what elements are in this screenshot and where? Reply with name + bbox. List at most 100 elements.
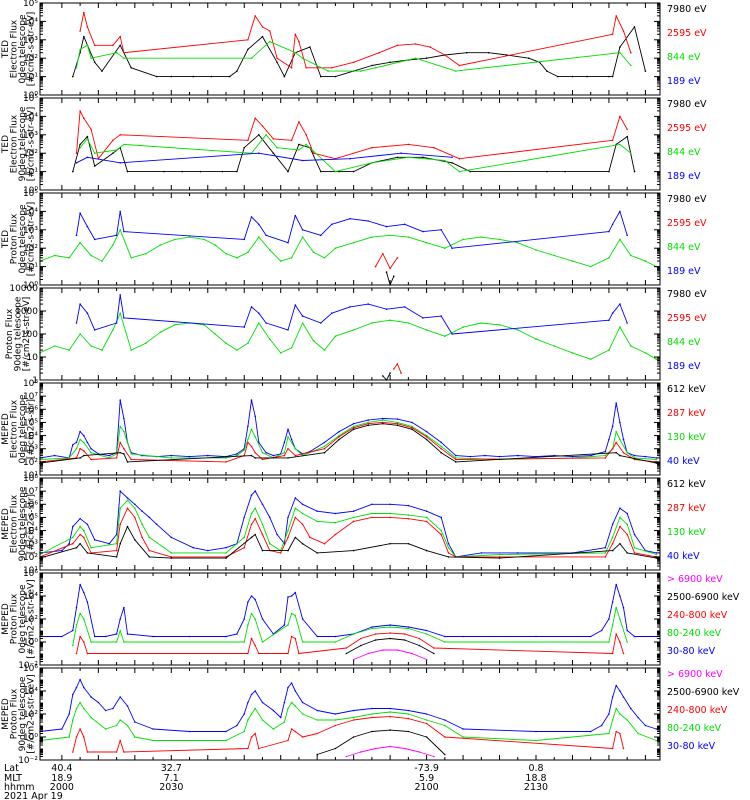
data-point bbox=[425, 520, 428, 523]
data-point bbox=[626, 322, 628, 324]
data-point bbox=[389, 729, 391, 731]
data-point bbox=[79, 447, 81, 450]
data-point bbox=[407, 156, 410, 159]
data-point bbox=[571, 455, 574, 458]
data-point bbox=[553, 345, 555, 347]
data-point bbox=[148, 516, 151, 519]
data-point bbox=[108, 454, 111, 457]
data-point bbox=[411, 428, 413, 431]
y-tick-label: 10² bbox=[23, 244, 38, 254]
data-point bbox=[261, 503, 264, 506]
data-point bbox=[604, 556, 607, 558]
data-point bbox=[535, 730, 537, 733]
data-point bbox=[290, 595, 293, 597]
data-point bbox=[615, 430, 617, 433]
data-point bbox=[79, 438, 81, 441]
data-point bbox=[655, 635, 658, 638]
data-point bbox=[608, 713, 610, 715]
data-point bbox=[254, 598, 256, 601]
data-point bbox=[294, 51, 297, 54]
data-point bbox=[225, 457, 227, 459]
data-point bbox=[301, 523, 304, 526]
data-point bbox=[316, 635, 319, 638]
data-point bbox=[112, 139, 114, 142]
data-point bbox=[498, 455, 501, 458]
y-axis-label-line: [#/cm2-s-str-eV] bbox=[22, 297, 32, 372]
data-point bbox=[250, 428, 253, 431]
data-point bbox=[371, 322, 373, 324]
data-point bbox=[622, 451, 625, 454]
data-point bbox=[287, 739, 289, 742]
data-point bbox=[465, 51, 468, 54]
data-point bbox=[290, 139, 293, 142]
data-point bbox=[294, 705, 297, 707]
data-point bbox=[546, 70, 548, 72]
data-point bbox=[272, 728, 275, 730]
y-tick-label: 1000 bbox=[15, 307, 38, 317]
data-point bbox=[90, 57, 92, 59]
data-point bbox=[389, 711, 391, 713]
data-point bbox=[615, 707, 617, 710]
y-tick-label: 10¹ bbox=[23, 471, 38, 481]
data-point bbox=[411, 652, 413, 655]
data-point bbox=[83, 35, 85, 38]
data-point bbox=[487, 51, 490, 54]
data-point bbox=[444, 719, 446, 721]
data-point bbox=[389, 319, 391, 322]
data-point bbox=[123, 230, 125, 233]
data-point bbox=[338, 436, 340, 438]
data-point bbox=[622, 747, 625, 750]
data-point bbox=[192, 546, 194, 549]
series-line bbox=[375, 253, 398, 269]
data-point bbox=[276, 146, 278, 149]
data-point bbox=[75, 736, 78, 738]
data-point bbox=[389, 61, 391, 64]
data-point bbox=[440, 229, 443, 231]
y-tick-label: 10⁶ bbox=[23, 664, 38, 674]
y-axis-label-line: [#/cm2-s-str-keV] bbox=[27, 579, 37, 658]
data-point bbox=[371, 707, 373, 710]
data-point bbox=[261, 125, 264, 127]
legend-entry: 844 eV bbox=[667, 242, 701, 253]
data-point bbox=[611, 652, 614, 655]
data-point bbox=[458, 64, 461, 67]
data-point bbox=[619, 438, 621, 441]
y-tick-label: 10⁴ bbox=[23, 527, 38, 537]
data-point bbox=[236, 70, 238, 72]
data-point bbox=[619, 303, 621, 305]
data-point bbox=[403, 633, 406, 635]
data-point bbox=[619, 51, 621, 54]
data-point bbox=[287, 447, 289, 450]
data-point bbox=[269, 516, 271, 519]
y-axis-label-line: TED bbox=[1, 135, 11, 154]
data-point bbox=[389, 637, 391, 640]
data-point bbox=[619, 641, 621, 643]
series-line bbox=[393, 363, 402, 374]
data-point bbox=[294, 730, 297, 733]
data-point bbox=[411, 421, 413, 424]
data-point bbox=[334, 641, 337, 643]
legend-entry: 844 eV bbox=[667, 52, 701, 63]
data-point bbox=[79, 457, 81, 459]
data-point bbox=[290, 612, 293, 615]
data-point bbox=[480, 552, 483, 554]
data-point bbox=[374, 747, 377, 750]
data-point bbox=[294, 637, 297, 640]
series-line bbox=[39, 399, 657, 459]
data-point bbox=[112, 244, 114, 246]
series-line bbox=[317, 729, 446, 755]
y-tick-label: 10³ bbox=[23, 540, 38, 550]
data-point bbox=[444, 724, 446, 727]
data-point bbox=[123, 641, 125, 643]
series-line bbox=[39, 490, 657, 558]
data-point bbox=[86, 751, 89, 753]
y-tick-label: 10² bbox=[23, 54, 38, 64]
data-point bbox=[254, 457, 256, 459]
data-point bbox=[79, 146, 81, 149]
data-point bbox=[119, 134, 121, 136]
data-point bbox=[221, 170, 224, 173]
